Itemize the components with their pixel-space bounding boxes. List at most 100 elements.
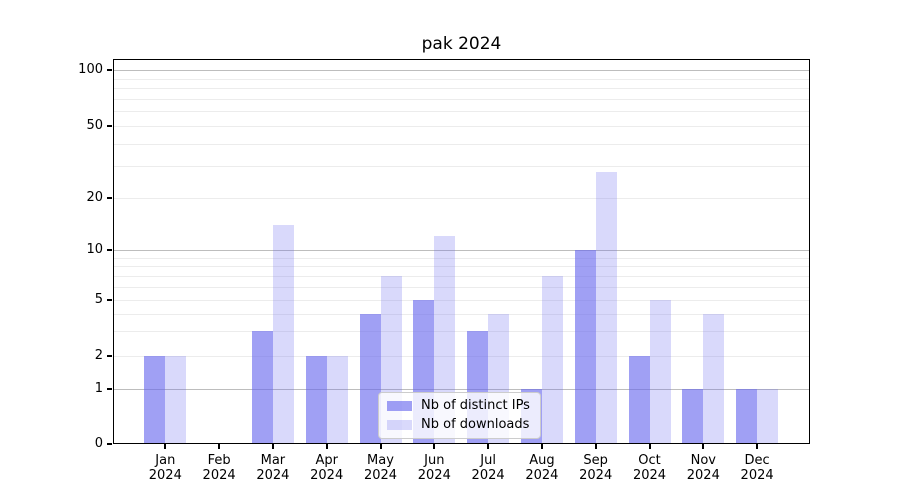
minor-gridline <box>113 126 810 127</box>
major-gridline <box>113 389 810 390</box>
x-tick-year: 2024 <box>148 468 182 483</box>
minor-gridline <box>113 88 810 90</box>
y-tick-label: 2 <box>94 348 103 363</box>
x-tick-label-may: May 2024 <box>353 453 409 483</box>
legend-label-downloads: Nb of downloads <box>421 417 530 432</box>
y-tick-label: 10 <box>86 242 103 257</box>
x-tick-mark <box>648 444 651 449</box>
x-tick-year: 2024 <box>740 468 774 483</box>
x-tick-month: Jul <box>480 453 496 468</box>
minor-gridline <box>113 300 810 301</box>
bar-downloads-sep <box>595 171 617 444</box>
x-tick-month: Oct <box>638 453 661 468</box>
minor-gridline <box>113 286 810 288</box>
x-tick-mark <box>702 444 705 449</box>
y-tick-mark <box>107 388 112 390</box>
bar-downloads-aug <box>541 275 563 444</box>
y-tick-label: 0 <box>94 436 103 451</box>
minor-gridline <box>113 78 810 80</box>
legend-item-downloads: Nb of downloads <box>387 417 530 432</box>
legend-swatch-distinct-ips <box>387 400 412 411</box>
bar-downloads-mar <box>272 224 294 444</box>
x-tick-month: Sep <box>583 453 608 468</box>
y-tick-label: 1 <box>94 381 103 396</box>
bar-distinct-ips-apr <box>305 356 327 444</box>
x-tick-month: Mar <box>260 453 286 468</box>
x-tick-mark <box>433 444 436 449</box>
legend: Nb of distinct IPs Nb of downloads <box>378 392 541 439</box>
x-tick-year: 2024 <box>632 468 667 483</box>
bar-distinct-ips-mar <box>251 331 273 444</box>
x-tick-mark <box>379 444 382 449</box>
x-tick-label-apr: Apr 2024 <box>299 453 355 483</box>
y-tick-mark <box>107 355 112 357</box>
x-tick-year: 2024 <box>579 468 613 483</box>
x-tick-year: 2024 <box>363 468 398 483</box>
legend-item-distinct-ips: Nb of distinct IPs <box>387 398 530 413</box>
x-tick-mark <box>594 444 597 449</box>
major-gridline <box>113 250 810 251</box>
y-tick-label: 100 <box>78 62 103 77</box>
minor-gridline <box>113 331 810 333</box>
minor-gridline <box>113 275 810 277</box>
x-tick-month: Jun <box>424 453 445 468</box>
minor-gridline <box>113 143 810 145</box>
y-tick-mark <box>107 299 112 301</box>
y-tick-mark <box>107 197 112 199</box>
x-tick-mark <box>487 444 490 449</box>
x-tick-month: Aug <box>529 453 555 468</box>
y-tick-label: 50 <box>86 118 103 133</box>
y-tick-mark <box>107 443 112 445</box>
x-tick-month: Jan <box>155 453 176 468</box>
chart-title: pak 2024 <box>421 34 502 54</box>
plot-area <box>113 59 810 444</box>
x-tick-mark <box>271 444 274 449</box>
x-tick-year: 2024 <box>417 468 451 483</box>
minor-gridline <box>113 313 810 315</box>
x-tick-year: 2024 <box>310 468 344 483</box>
minor-gridline <box>113 198 810 199</box>
y-tick-label: 5 <box>94 292 103 307</box>
minor-gridline <box>113 111 810 113</box>
bar-downloads-nov <box>703 313 725 444</box>
x-tick-label-oct: Oct 2024 <box>622 453 678 483</box>
x-tick-year: 2024 <box>525 468 559 483</box>
x-tick-month: Dec <box>744 453 770 468</box>
x-tick-month: Nov <box>690 453 716 468</box>
x-tick-label-jan: Jan 2024 <box>137 453 193 483</box>
x-tick-label-jun: Jun 2024 <box>406 453 462 483</box>
x-tick-month: Feb <box>207 453 231 468</box>
x-tick-label-mar: Mar 2024 <box>245 453 301 483</box>
minor-gridline <box>113 98 810 100</box>
x-tick-mark <box>164 444 167 449</box>
x-tick-year: 2024 <box>471 468 505 483</box>
x-tick-label-aug: Aug 2024 <box>514 453 570 483</box>
bar-distinct-ips-dec <box>736 389 758 444</box>
legend-label-distinct-ips: Nb of distinct IPs <box>421 398 530 413</box>
x-tick-mark <box>325 444 328 449</box>
x-tick-label-nov: Nov 2024 <box>675 453 731 483</box>
y-tick-mark <box>107 249 112 251</box>
x-tick-month: May <box>367 453 394 468</box>
bar-downloads-jan <box>165 356 187 444</box>
bar-distinct-ips-jan <box>144 356 166 444</box>
x-tick-label-jul: Jul 2024 <box>460 453 516 483</box>
x-tick-month: Apr <box>315 453 338 468</box>
y-tick-label: 20 <box>86 190 103 205</box>
bar-distinct-ips-sep <box>574 250 596 444</box>
bar-distinct-ips-oct <box>628 356 650 444</box>
minor-gridline <box>113 266 810 268</box>
minor-gridline <box>113 166 810 168</box>
y-tick-mark <box>107 125 112 127</box>
legend-swatch-downloads <box>387 419 412 430</box>
bar-downloads-dec <box>757 389 779 444</box>
x-tick-label-feb: Feb 2024 <box>191 453 247 483</box>
x-tick-year: 2024 <box>686 468 720 483</box>
x-tick-year: 2024 <box>256 468 290 483</box>
bar-downloads-apr <box>326 356 348 444</box>
bar-downloads-oct <box>649 300 671 444</box>
x-tick-mark <box>756 444 759 449</box>
x-tick-mark <box>218 444 221 449</box>
bar-distinct-ips-may <box>359 313 381 444</box>
